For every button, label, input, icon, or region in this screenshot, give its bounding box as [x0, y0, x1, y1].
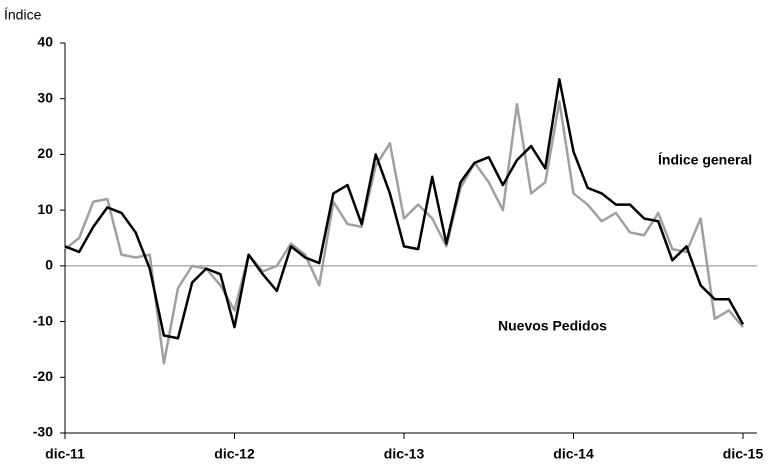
x-tick-label: dic-15 [723, 446, 764, 462]
series-label: Índice general [658, 152, 752, 168]
series-line [64, 77, 745, 340]
x-tick-label: dic-14 [553, 446, 594, 462]
y-tick-label: 10 [37, 201, 53, 217]
y-tick-label: 20 [37, 145, 53, 161]
x-tick-label: dic-11 [45, 446, 85, 462]
series-line [64, 100, 744, 365]
y-tick-label: 30 [37, 89, 53, 105]
y-tick-label: 40 [37, 34, 53, 50]
y-tick-label: 0 [45, 257, 53, 273]
y-tick-label: -20 [33, 368, 53, 384]
x-tick-label: dic-12 [214, 446, 255, 462]
y-tick-label: -30 [33, 424, 53, 440]
y-tick-label: -10 [33, 312, 53, 328]
series-label: Nuevos Pedidos [498, 318, 607, 334]
x-tick-label: dic-13 [384, 446, 425, 462]
y-axis-label: Índice [4, 7, 42, 23]
